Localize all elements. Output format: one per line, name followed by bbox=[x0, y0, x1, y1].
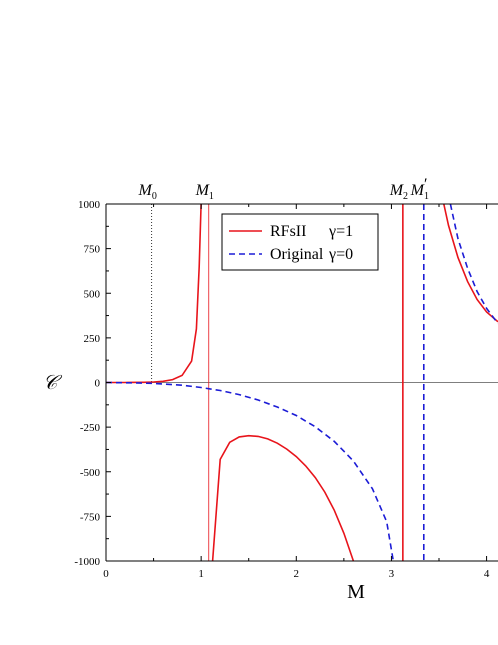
reference-label-1: M1 bbox=[195, 182, 214, 202]
legend-param-original: γ=0 bbox=[328, 246, 353, 263]
y-tick-label-2: -500 bbox=[80, 467, 101, 479]
reference-label-2: M2 bbox=[389, 182, 408, 202]
x-axis-label: M bbox=[347, 581, 365, 603]
reference-lines: M0 M1 M2 M1′ bbox=[138, 176, 429, 561]
x-tick-label-2: 2 bbox=[294, 568, 300, 580]
y-tick-label-7: 750 bbox=[84, 244, 101, 256]
x-tick-label-3: 3 bbox=[389, 568, 395, 580]
y-axis-label: 𝒞 bbox=[43, 372, 63, 394]
axes: -1000 -750 -500 -250 0 250 500 750 1000 0 1 2 3 4 bbox=[74, 199, 498, 580]
series-layer bbox=[106, 204, 498, 561]
series-1-segment-1 bbox=[449, 204, 498, 325]
y-tick-label-1: -750 bbox=[80, 511, 101, 523]
reference-label-3: M1′ bbox=[410, 176, 429, 202]
y-tick-label-4: 0 bbox=[95, 378, 101, 390]
series-0-segment-0 bbox=[106, 204, 202, 384]
x-tick-label-0: 0 bbox=[103, 568, 109, 580]
y-tick-label-3: -250 bbox=[80, 422, 101, 434]
y-tick-label-5: 250 bbox=[84, 333, 101, 345]
legend-param-rfsii: γ=1 bbox=[328, 223, 353, 240]
y-tick-label-0: -1000 bbox=[74, 556, 100, 568]
y-tick-label-6: 500 bbox=[84, 288, 101, 300]
reference-label-0: M0 bbox=[138, 182, 157, 202]
legend: RFsII γ=1 Original γ=0 bbox=[221, 213, 379, 271]
series-0-segment-1 bbox=[211, 434, 355, 561]
y-tick-label-8: 1000 bbox=[78, 199, 101, 211]
legend-box bbox=[221, 213, 379, 271]
series-1-segment-0 bbox=[106, 381, 395, 561]
series-0-segment-2 bbox=[443, 204, 498, 323]
x-tick-label-4: 4 bbox=[484, 568, 490, 580]
legend-label-rfsii: RFsII bbox=[270, 223, 306, 240]
x-tick-label-1: 1 bbox=[198, 568, 204, 580]
legend-label-original: Original bbox=[270, 246, 324, 263]
